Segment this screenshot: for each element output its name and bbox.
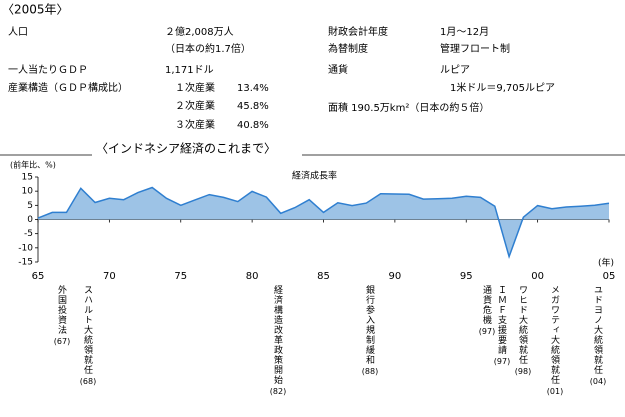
annotation: ユドヨノ大統領就任 <box>592 285 602 375</box>
profile-text: ２次産業 <box>175 99 215 112</box>
heading-bg <box>92 140 302 158</box>
y-tick-label: -10 <box>18 243 33 253</box>
annotation-year: (88) <box>361 367 379 376</box>
x-tick-label: 70 <box>103 271 116 282</box>
profile-text: 面積 190.5万km²（日本の約５倍） <box>328 101 489 114</box>
y-tick-label: -15 <box>18 258 33 268</box>
x-tick-label: 05 <box>603 271 616 282</box>
line <box>37 186 610 260</box>
profile-text: 管理フロート制 <box>440 42 510 55</box>
series-label: 経済成長率 <box>292 170 337 182</box>
annotation: 外国投資法 <box>56 285 66 335</box>
x-tick-label: 85 <box>317 271 330 282</box>
profile-text: 13.4% <box>237 83 269 94</box>
annotation-year: (67) <box>53 337 71 346</box>
annotation: スハルト大統領就任 <box>82 285 92 375</box>
annotation: ＩＭＦ支援要請 <box>496 285 506 355</box>
profile-text: 通貨 <box>328 63 348 76</box>
annotation-year: (98) <box>514 367 532 376</box>
profile-text: ２億2,008万人 <box>165 25 234 38</box>
annotation-year: (97) <box>493 357 511 366</box>
y-tick-label: 0 <box>27 215 33 225</box>
annotation-year: (04) <box>589 377 607 386</box>
profile-text: 財政会計年度 <box>328 25 388 38</box>
profile-text: （日本の約1.7倍） <box>165 42 251 55</box>
profile-text: ３次産業 <box>175 118 215 131</box>
profile-text: 40.8% <box>237 120 269 131</box>
annotation-year: (68) <box>79 377 97 386</box>
profile-text: 1月～12月 <box>440 26 489 38</box>
y-tick-label: 15 <box>22 173 33 183</box>
annotation-year: (82) <box>269 387 287 396</box>
header: 〈2005年〉 <box>2 3 69 17</box>
annotation-year: (97) <box>478 327 496 336</box>
annotation: メガワティ大統領就任 <box>549 285 559 385</box>
chart-title: 〈インドネシア経済のこれまで〉 <box>96 141 276 156</box>
x-tick-label: 00 <box>531 271 544 282</box>
annotation-year: (01) <box>546 387 564 396</box>
x-tick-label: 95 <box>460 271 473 282</box>
annotation: 通貨危機 <box>481 285 491 325</box>
annotation: 経済構造改革政策開始 <box>272 285 282 385</box>
profile-text: 産業構造（ＧＤＰ構成比） <box>8 81 128 94</box>
annotation: ワヒド大統領就任 <box>517 285 527 365</box>
profile-text: 1,171ドル <box>165 65 214 76</box>
profile-text: 45.8% <box>237 101 269 112</box>
x-tick-label: 90 <box>389 271 402 282</box>
y-tick-label: 10 <box>22 187 34 197</box>
profile-text: 人口 <box>8 26 28 38</box>
annotation: 銀行参入規制緩和 <box>364 285 374 365</box>
area <box>38 187 609 257</box>
profile-text: 1米ドル＝9,705ルピア <box>450 81 555 94</box>
y-tick-label: -5 <box>24 229 33 239</box>
profile-text: １次産業 <box>175 81 215 94</box>
x-tick-label: 75 <box>174 271 187 282</box>
profile-text: ルピア <box>440 64 470 76</box>
x-tick-label: 80 <box>246 271 259 282</box>
y-tick-label: 5 <box>27 201 33 211</box>
profile-text: 一人当たりＧＤＰ <box>8 63 88 76</box>
x-tick-label: 65 <box>32 271 45 282</box>
profile-text: 為替制度 <box>328 42 368 55</box>
y-label: (前年比、%) <box>10 160 56 170</box>
x-label: (年) <box>598 257 614 269</box>
